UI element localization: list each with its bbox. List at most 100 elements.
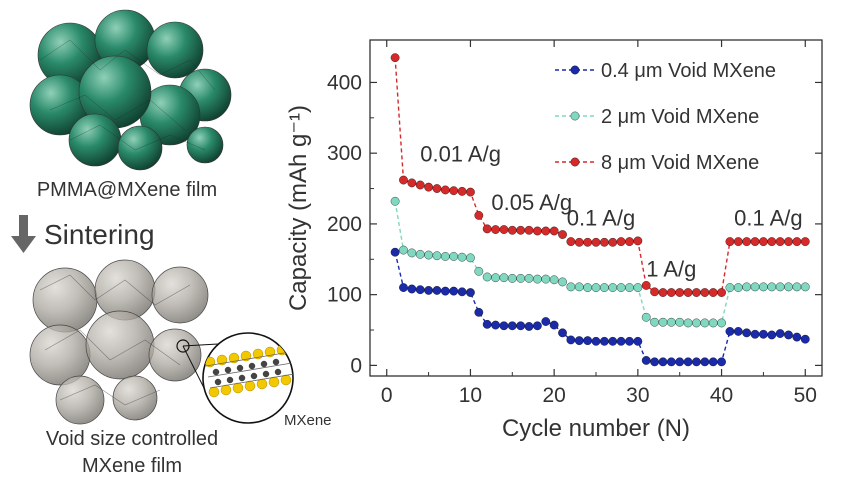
data-point-series-1 xyxy=(767,282,777,292)
data-point-series-0 xyxy=(541,317,551,326)
data-point-series-0 xyxy=(608,336,618,346)
y-axis-label: Capacity (mAh g⁻¹) xyxy=(285,105,312,311)
data-point-series-0 xyxy=(524,322,534,331)
legend-marker-0 xyxy=(570,65,580,75)
data-point-series-1 xyxy=(625,283,634,292)
y-tick-label: 300 xyxy=(327,142,362,165)
data-point-series-2 xyxy=(675,288,685,297)
down-arrow-icon xyxy=(11,215,36,253)
data-point-series-1 xyxy=(516,274,526,283)
data-point-series-2 xyxy=(608,237,618,247)
x-tick-label: 30 xyxy=(626,384,649,407)
data-point-series-2 xyxy=(533,226,542,236)
pmma-sphere-cluster-image xyxy=(29,9,232,171)
top-film-label: PMMA@MXene film xyxy=(37,179,217,201)
data-point-series-0 xyxy=(767,330,777,340)
data-point-series-1 xyxy=(683,318,693,328)
data-point-series-2 xyxy=(800,237,810,246)
data-point-series-1 xyxy=(399,245,408,255)
rate-annotation: 0.05 A/g xyxy=(491,190,572,215)
data-point-series-1 xyxy=(641,312,651,322)
data-point-series-0 xyxy=(784,330,793,340)
data-point-series-2 xyxy=(574,237,584,247)
data-point-series-2 xyxy=(692,288,701,297)
data-point-series-2 xyxy=(717,288,726,297)
x-tick-label: 10 xyxy=(459,384,482,407)
bottom-film-label-line1: Void size controlled xyxy=(46,428,218,450)
inset-label: MXene xyxy=(284,412,332,429)
data-point-series-0 xyxy=(574,336,584,346)
data-point-series-0 xyxy=(533,321,542,331)
legend-label-2: 8 μm Void MXene xyxy=(601,152,759,174)
data-point-series-1 xyxy=(449,252,459,261)
data-point-series-0 xyxy=(474,307,484,317)
x-tick-label: 40 xyxy=(710,384,733,407)
data-point-series-0 xyxy=(466,288,475,297)
data-point-series-2 xyxy=(784,237,793,246)
data-point-series-1 xyxy=(775,282,785,292)
data-point-series-0 xyxy=(650,357,659,367)
x-tick-label: 20 xyxy=(542,384,565,407)
data-point-series-1 xyxy=(717,318,726,328)
rate-annotation: 0.01 A/g xyxy=(420,142,501,167)
data-point-series-2 xyxy=(742,237,752,246)
data-point-series-0 xyxy=(750,329,760,339)
data-point-series-1 xyxy=(591,283,601,292)
data-point-series-0 xyxy=(616,336,626,346)
y-tick-label: 100 xyxy=(327,284,362,307)
data-point-series-2 xyxy=(599,237,609,247)
y-tick-label: 200 xyxy=(327,213,362,236)
data-point-series-2 xyxy=(633,236,643,246)
data-point-series-1 xyxy=(432,251,442,261)
data-point-series-2 xyxy=(566,237,576,246)
data-point-series-2 xyxy=(424,182,433,192)
data-point-series-0 xyxy=(692,357,701,367)
data-point-series-1 xyxy=(692,318,701,328)
data-point-series-2 xyxy=(549,226,559,236)
data-point-series-2 xyxy=(700,288,710,297)
x-tick-label: 50 xyxy=(794,384,817,407)
data-point-series-1 xyxy=(700,318,710,328)
data-point-series-0 xyxy=(759,329,768,339)
data-point-series-1 xyxy=(784,282,793,292)
data-point-series-0 xyxy=(675,357,685,367)
data-point-series-1 xyxy=(474,266,484,276)
data-point-series-2 xyxy=(759,237,768,246)
data-point-series-1 xyxy=(725,283,735,292)
data-point-series-2 xyxy=(440,185,450,195)
data-point-series-2 xyxy=(507,225,517,235)
data-point-series-1 xyxy=(650,317,659,327)
data-point-series-2 xyxy=(641,281,651,290)
data-point-series-0 xyxy=(482,319,492,329)
data-point-series-2 xyxy=(474,211,484,220)
data-point-series-0 xyxy=(591,336,601,346)
data-point-series-0 xyxy=(658,357,668,367)
data-point-series-0 xyxy=(432,286,442,295)
data-point-series-1 xyxy=(800,282,810,292)
series-line-0 xyxy=(394,252,806,363)
rate-capability-chart: 0 10 20 30 40 50 0 100 200 300 400 Cycle number (N)… xyxy=(285,39,823,442)
data-point-series-0 xyxy=(700,357,710,367)
data-point-series-1 xyxy=(507,274,517,283)
data-point-series-1 xyxy=(390,196,400,206)
rate-annotation: 1 A/g xyxy=(646,256,696,281)
x-axis-label: Cycle number (N) xyxy=(502,415,690,442)
data-point-series-2 xyxy=(658,288,668,297)
data-point-series-2 xyxy=(775,237,785,246)
data-point-series-0 xyxy=(583,336,593,346)
y-tick-label: 0 xyxy=(350,354,362,377)
data-point-series-0 xyxy=(449,286,459,296)
data-point-series-1 xyxy=(466,253,475,263)
data-point-series-0 xyxy=(625,336,634,346)
data-point-series-2 xyxy=(767,237,777,246)
data-point-series-2 xyxy=(399,175,408,185)
data-point-series-1 xyxy=(566,282,576,292)
legend-marker-1 xyxy=(570,111,580,121)
data-point-series-1 xyxy=(750,282,760,292)
data-point-series-2 xyxy=(407,178,417,188)
data-point-series-2 xyxy=(457,187,467,196)
data-point-series-2 xyxy=(591,237,601,247)
data-point-series-1 xyxy=(533,274,542,284)
data-point-series-2 xyxy=(583,237,593,247)
